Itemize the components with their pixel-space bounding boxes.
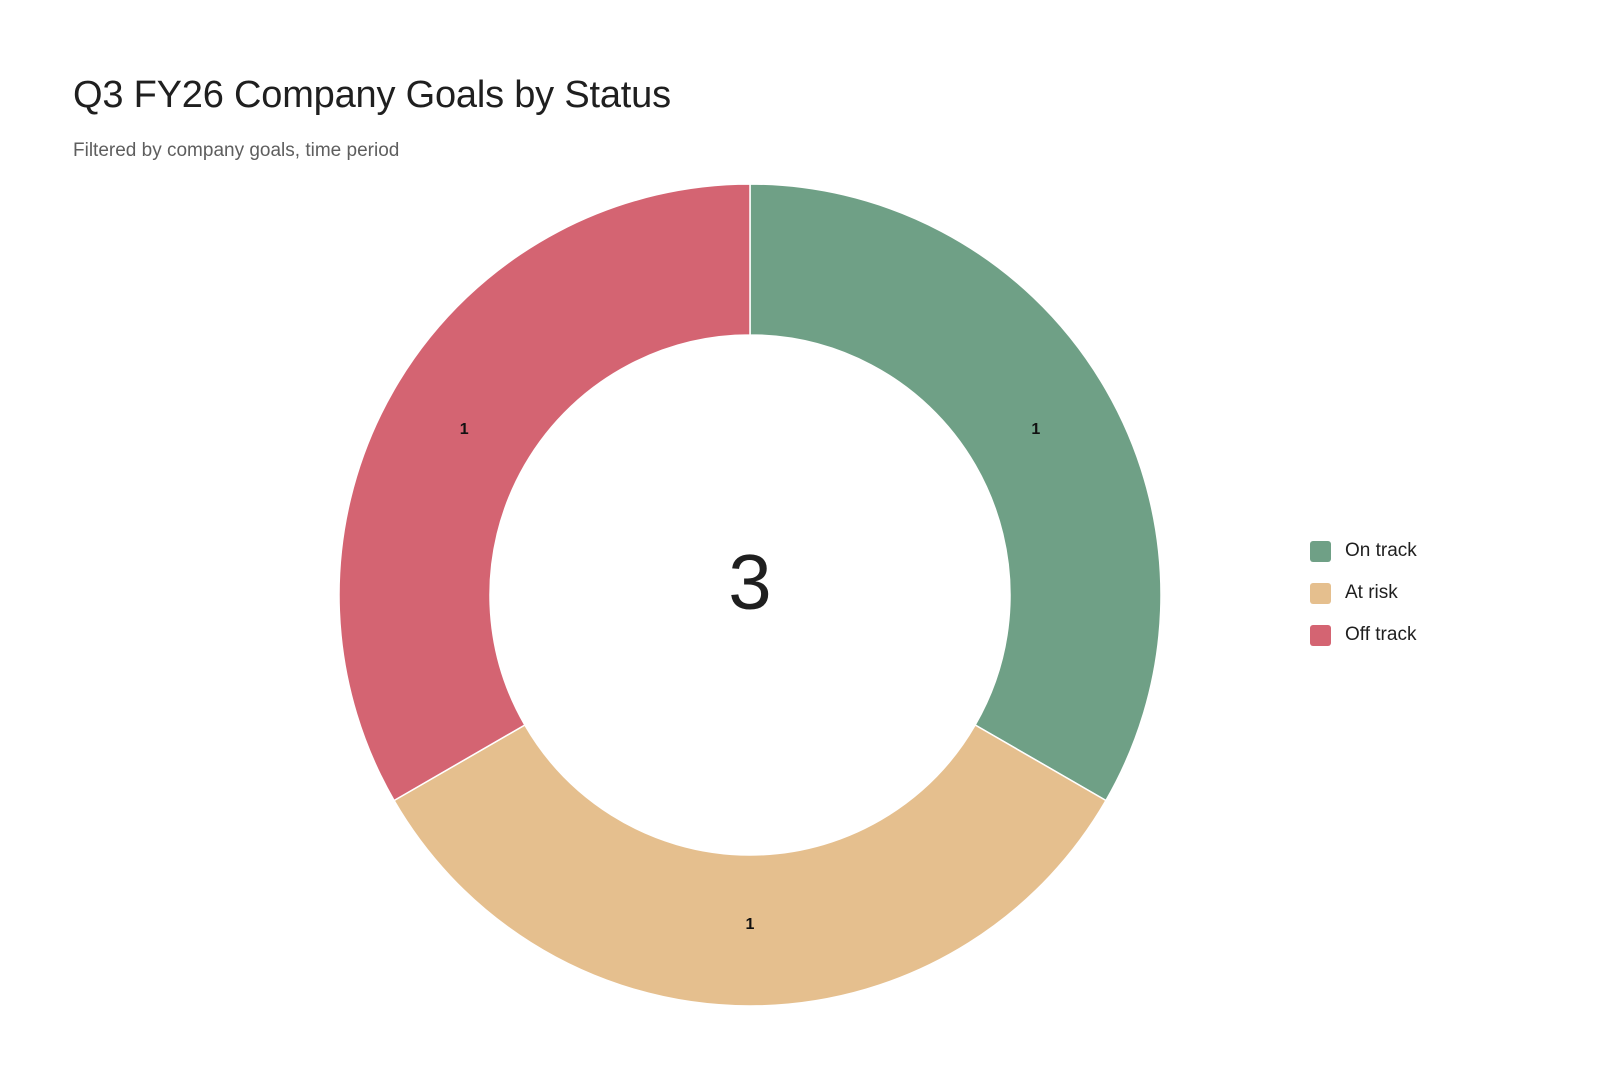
donut-center-total: 3 [728,538,771,626]
donut-slice-labels: 1 1 1 [460,421,1041,933]
donut-slice-on-track[interactable] [749,183,1162,802]
chart-subtitle: Filtered by company goals, time period [73,140,400,161]
data-label-at-risk: 1 [746,916,755,933]
donut-slices [338,183,1162,1007]
legend-label-off-track: Off track [1345,624,1417,645]
donut-slice-off-track[interactable] [338,183,751,802]
legend-item-on-track[interactable]: On track [1310,540,1417,562]
data-label-off-track: 1 [460,421,469,438]
legend-item-off-track[interactable]: Off track [1310,624,1417,646]
legend-swatch-off-track [1310,624,1331,646]
chart-legend: On track At risk Off track [1310,540,1417,646]
legend-label-at-risk: At risk [1345,582,1398,603]
legend-item-at-risk[interactable]: At risk [1310,582,1417,604]
donut-slice-at-risk[interactable] [393,723,1107,1007]
legend-swatch-on-track [1310,540,1331,562]
chart-title: Q3 FY26 Company Goals by Status [73,74,671,116]
legend-swatch-at-risk [1310,582,1331,604]
legend-label-on-track: On track [1345,540,1417,561]
data-label-on-track: 1 [1031,421,1040,438]
